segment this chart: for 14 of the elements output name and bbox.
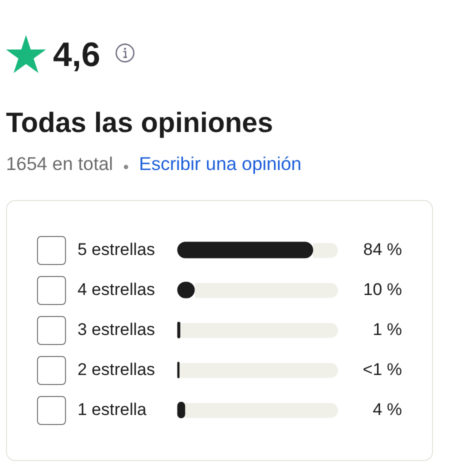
data-label: 10 % bbox=[363, 280, 402, 299]
y-tick-label: 1 estrella bbox=[78, 400, 148, 419]
chart-subtitle: 1654 en total bbox=[6, 153, 113, 174]
y-tick-label: 3 estrellas bbox=[78, 320, 155, 339]
text: 4,6 bbox=[53, 36, 100, 74]
y-tick-label: 5 estrellas bbox=[78, 240, 155, 259]
y-tick-label: 4 estrellas bbox=[78, 280, 155, 299]
text: Escribir una opinión bbox=[138, 153, 302, 174]
data-label: 84 % bbox=[363, 240, 402, 259]
data-label: 4 % bbox=[372, 400, 402, 419]
data-label: <1 % bbox=[362, 360, 402, 379]
data-label: 1 % bbox=[372, 320, 402, 339]
y-tick-label: 2 estrellas bbox=[78, 360, 155, 379]
chart-title: Todas las opiniones bbox=[6, 107, 274, 138]
